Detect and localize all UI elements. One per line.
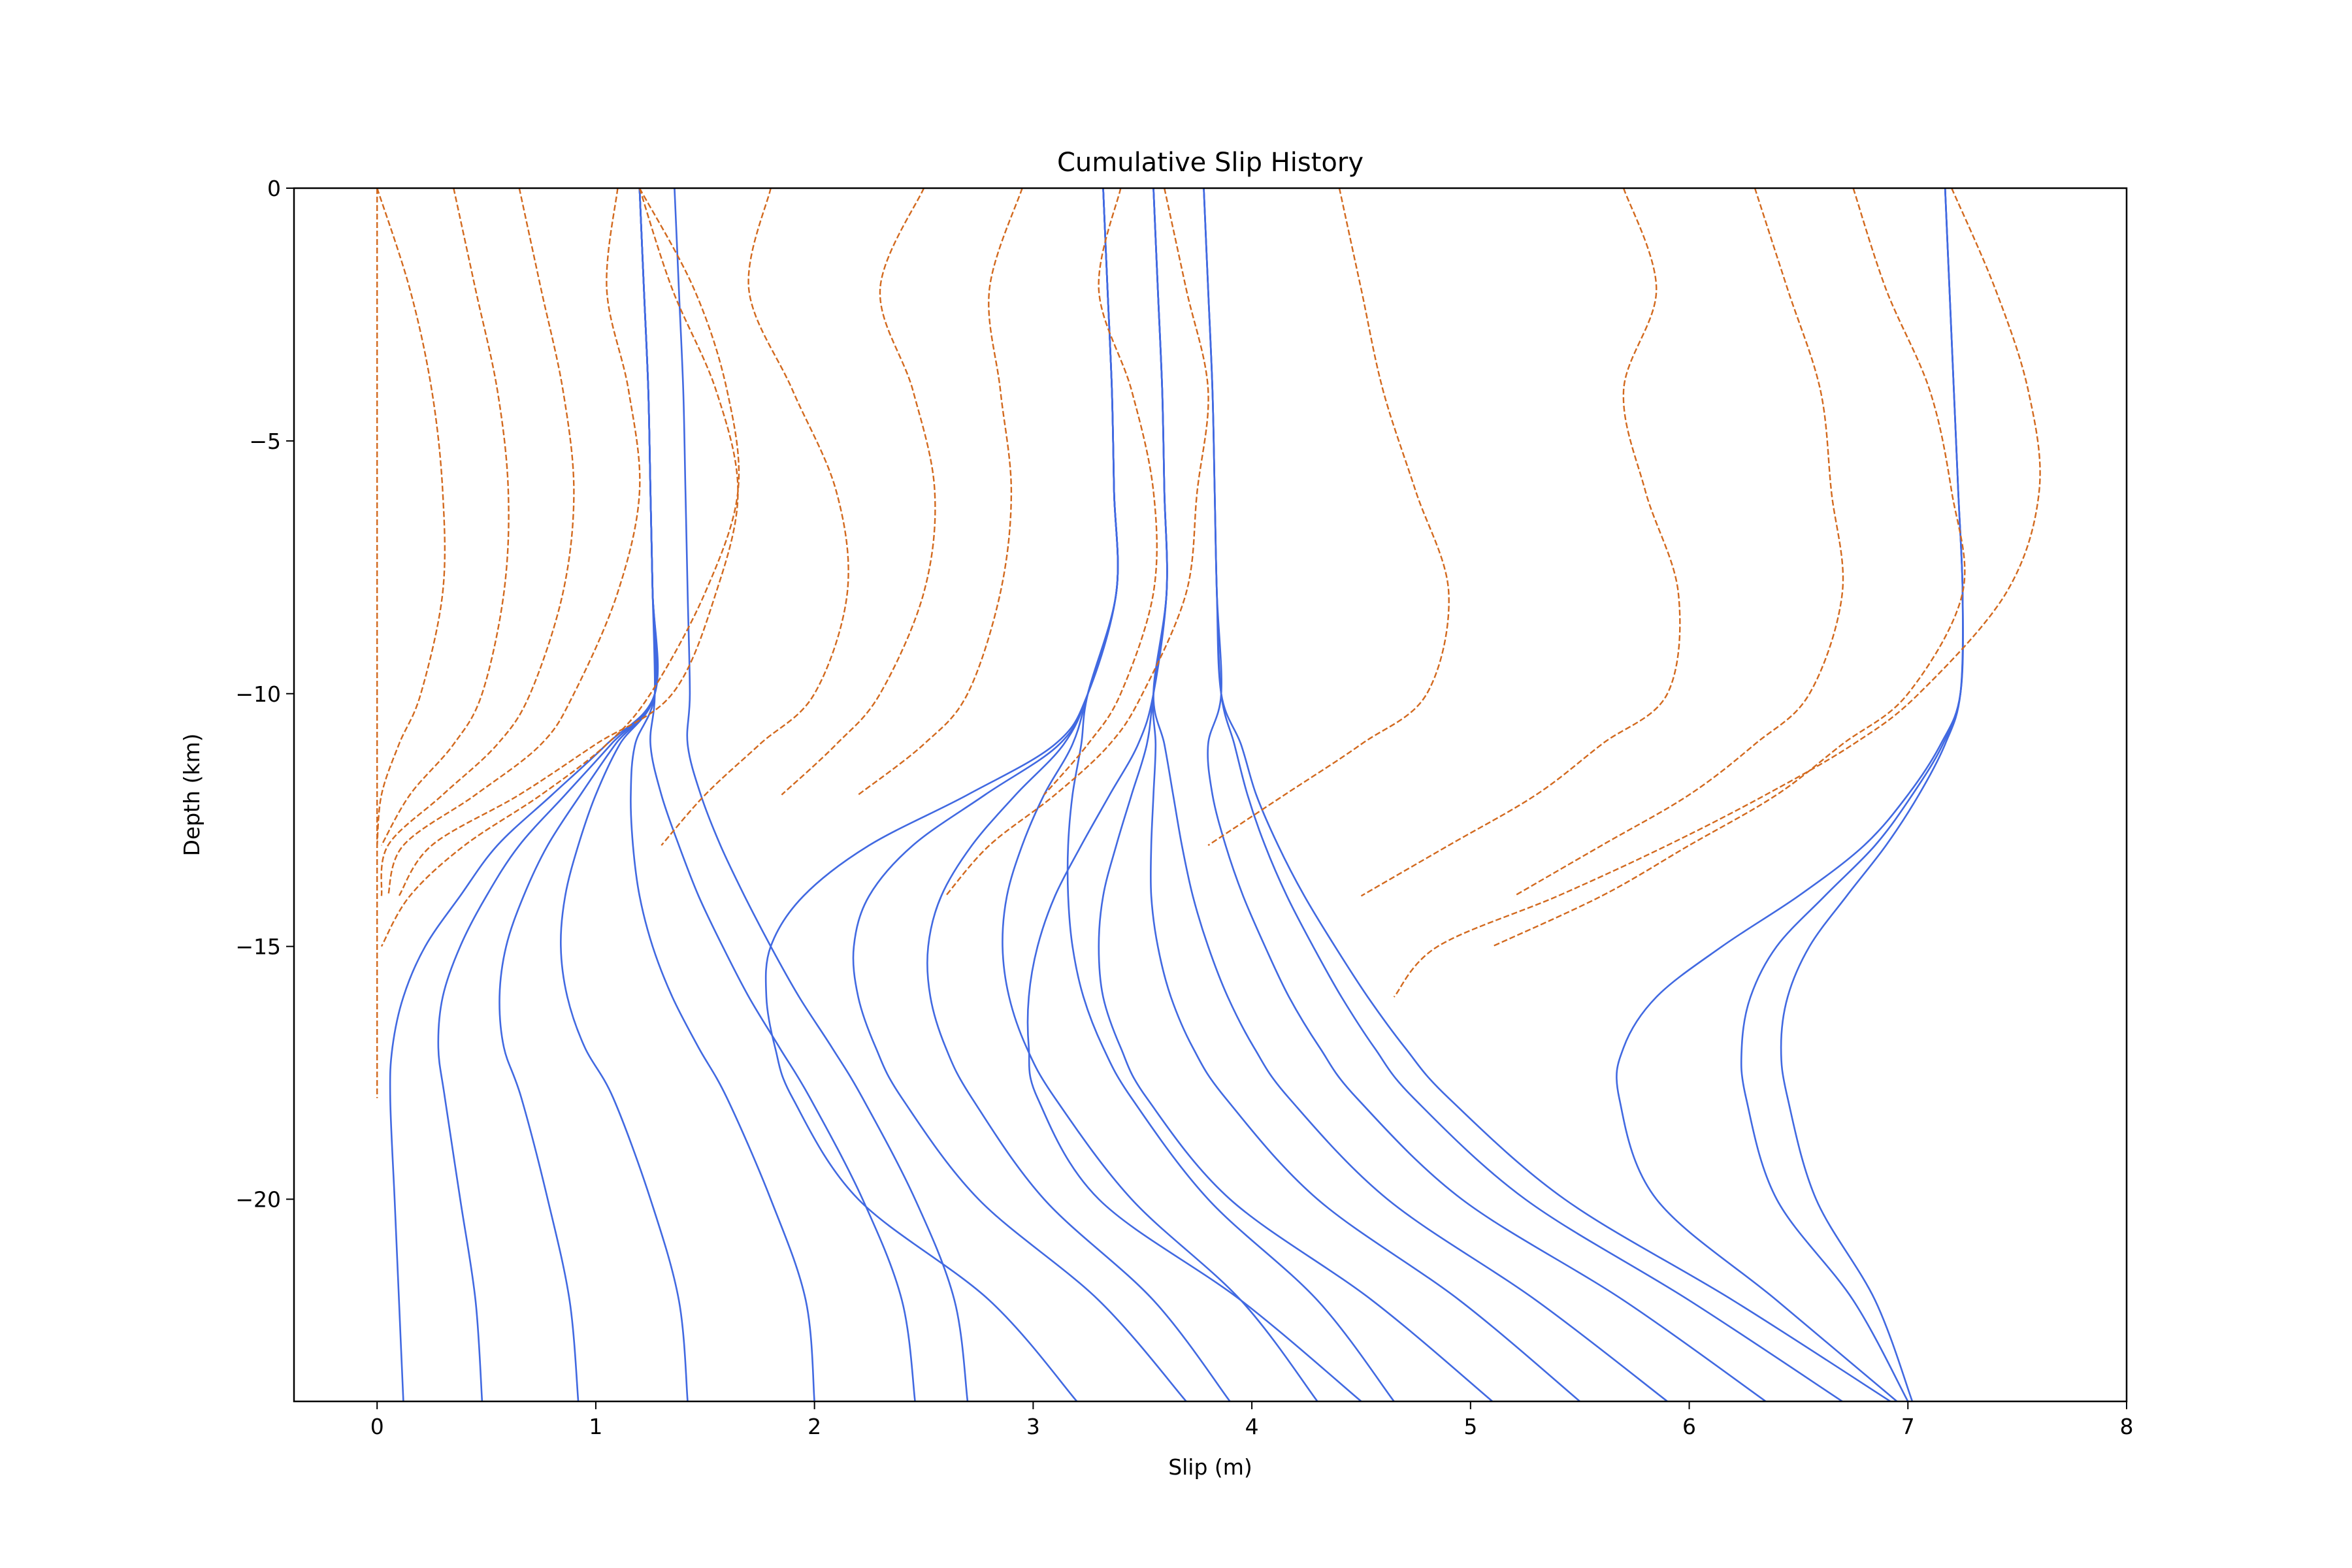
x-tick-label: 5	[1463, 1414, 1477, 1439]
interseismic-slip-line	[638, 188, 916, 1401]
interseismic-slip-line	[1152, 188, 1668, 1401]
coseismic-slip-line	[398, 188, 739, 896]
coseismic-slip-line	[1514, 188, 1844, 897]
coseismic-slip-line	[945, 188, 1209, 897]
x-tick-label: 2	[808, 1414, 821, 1439]
x-tick-label: 3	[1026, 1414, 1040, 1439]
interseismic-slip-line	[674, 188, 969, 1401]
coseismic-slip-line	[376, 188, 446, 846]
y-axis-label: Depth (km)	[179, 733, 204, 856]
coseismic-slip-line	[380, 188, 740, 947]
coseismic-slip-line	[661, 188, 849, 846]
coseismic-slip-line	[387, 188, 641, 896]
y-tick-label: −20	[235, 1187, 281, 1213]
x-tick-label: 4	[1245, 1414, 1259, 1439]
coseismic-slip-line	[380, 188, 510, 846]
x-tick-label: 8	[2120, 1414, 2134, 1439]
chart-title: Cumulative Slip History	[1057, 148, 1364, 178]
y-axis: 0 −5 −10 −15 −20	[235, 176, 294, 1213]
interseismic-slip-line	[1203, 188, 1891, 1401]
interseismic-slip-line	[1780, 188, 1964, 1401]
coseismic-slip-line	[781, 188, 936, 796]
x-axis: 0 1 2 3 4 5 6 7 8	[370, 1401, 2134, 1439]
y-tick-label: 0	[267, 176, 281, 201]
coseismic-slip-line	[380, 188, 575, 896]
y-tick-label: −5	[249, 429, 281, 454]
coseismic-slip-line	[1207, 188, 1450, 846]
x-tick-label: 7	[1901, 1414, 1915, 1439]
plot-frame	[293, 187, 2128, 1403]
y-tick-label: −15	[235, 934, 281, 960]
x-tick-label: 6	[1682, 1414, 1696, 1439]
coseismic-slip-line	[1492, 188, 1966, 947]
plot-lines	[376, 188, 2041, 1401]
coseismic-slip-line	[1043, 188, 1158, 796]
coseismic-slip-line	[1393, 188, 2041, 998]
x-axis-label: Slip (m)	[1168, 1454, 1252, 1480]
coseismic-slip-line	[857, 188, 1023, 796]
x-tick-label: 1	[589, 1414, 602, 1439]
interseismic-slip-line	[1066, 188, 1395, 1401]
y-tick-label: −10	[235, 681, 281, 707]
x-tick-label: 0	[370, 1414, 384, 1439]
coseismic-slip-line	[1360, 188, 1681, 897]
